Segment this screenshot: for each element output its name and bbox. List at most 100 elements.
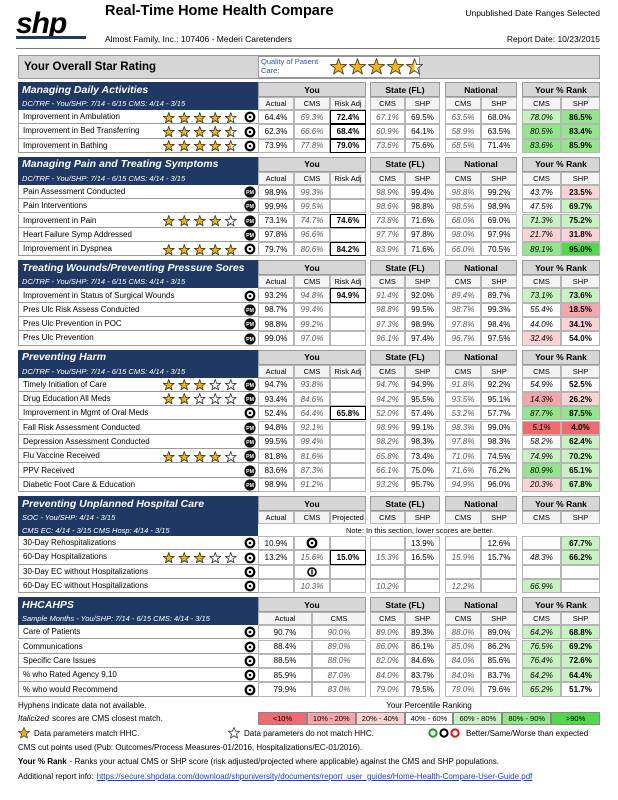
value-cell: 75.2% <box>561 213 600 228</box>
value-cell: 66.6% <box>294 124 330 139</box>
group-header: State (FL) <box>370 82 440 97</box>
value-cell: 89.3% <box>405 625 440 640</box>
pm-badge: PM <box>246 204 254 210</box>
value-cell: 65.8% <box>370 449 405 464</box>
value-cell <box>330 199 366 214</box>
outcome-icon <box>244 243 256 255</box>
italic-rest: scores are CMS closest match. <box>52 714 163 723</box>
value-cell: 69.0% <box>481 213 517 228</box>
value-cell: 86.2% <box>481 639 517 654</box>
star-rating <box>163 450 237 462</box>
star-rating <box>163 243 237 255</box>
value-cell: 78.0% <box>522 110 561 125</box>
column-header: SHP <box>481 275 517 289</box>
pm-icon: PM <box>244 186 256 198</box>
column-header: CMS <box>522 364 561 378</box>
value-cell: 80.6% <box>294 242 330 257</box>
pm-icon: PM <box>244 393 256 405</box>
footer-hyphens: Hyphens indicate data not available. <box>18 701 147 710</box>
value-cell: 98.8% <box>370 302 405 317</box>
pm-icon: PM <box>244 229 256 241</box>
value-cell: 68.5% <box>445 138 481 153</box>
value-cell: 60.9% <box>370 124 405 139</box>
pm-badge: PM <box>246 190 254 196</box>
overall-title: Your Overall Star Rating <box>24 61 157 73</box>
value-cell: 93.4% <box>258 391 294 407</box>
value-cell: 64.2% <box>522 668 561 683</box>
section-title: HHCAHPS <box>18 597 258 613</box>
value-cell: 65.1% <box>561 463 600 478</box>
value-cell: 79.5% <box>405 682 440 697</box>
column-header: CMS <box>294 275 330 289</box>
value-cell: 86.0% <box>370 639 405 654</box>
group-header: National <box>445 156 517 172</box>
section-subtitle: SOC - You/SHP: 4/14 - 3/15 <box>18 511 258 524</box>
value-cell: 89.4% <box>445 288 481 303</box>
legend-swatch: 10% - 20% <box>306 712 356 725</box>
value-cell: 97.7% <box>370 227 405 243</box>
section-subtitle: DC/TRF - You/SHP: 7/14 - 6/15 CMS: 4/14 … <box>18 275 258 289</box>
value-cell: 79.0% <box>370 682 405 697</box>
footer-info: Additional report info: https://secure.sh… <box>18 770 600 782</box>
value-cell: 53.2% <box>445 406 481 421</box>
value-cell: 83.6% <box>522 138 561 153</box>
info-link[interactable]: https://secure.shpdata.com/download/shpu… <box>96 771 533 781</box>
value-cell <box>330 227 366 243</box>
value-cell: 98.6% <box>370 199 405 214</box>
outcome-icon <box>244 552 256 563</box>
value-cell: 58.2% <box>522 434 561 450</box>
value-cell: 99.5% <box>258 434 294 450</box>
value-cell <box>330 564 366 579</box>
pm-badge: PM <box>246 322 254 328</box>
value-cell: 64.4% <box>561 668 600 683</box>
group-header: National <box>445 349 517 365</box>
value-cell: 84.2% <box>330 242 366 257</box>
value-cell: 68.8% <box>561 625 600 640</box>
value-cell: 83.6% <box>258 463 294 478</box>
value-cell: 77.8% <box>294 138 330 153</box>
column-header: SHP <box>481 171 517 185</box>
value-cell: 74.9% <box>522 449 561 464</box>
row-label: Specific Care Issues <box>18 653 258 669</box>
value-cell: 66.2% <box>561 550 600 565</box>
legend-swatch: 40% - 60% <box>404 712 454 725</box>
italic-word: Italicized <box>18 714 50 723</box>
value-cell: 10.2% <box>370 578 405 594</box>
value-cell <box>481 564 517 579</box>
value-cell <box>330 377 366 392</box>
value-cell: 85.9% <box>258 668 312 683</box>
pm-icon: PM <box>244 215 256 227</box>
value-cell: 73.1% <box>258 213 294 228</box>
value-cell: 88.0% <box>445 625 481 640</box>
value-cell <box>330 463 366 478</box>
value-cell: 73.6% <box>370 138 405 153</box>
value-cell: 71.3% <box>522 213 561 228</box>
value-cell <box>330 420 366 435</box>
column-header: CMS <box>294 511 330 524</box>
percentile-title: Your Percentile Ranking <box>386 701 472 710</box>
row-label: Fall Risk Assessment Conducted <box>18 420 258 435</box>
row-label: % who Rated Agency 9,10 <box>18 668 258 683</box>
value-cell: 99.1% <box>405 420 440 435</box>
group-header: National <box>445 260 517 276</box>
pm-badge: PM <box>246 233 254 239</box>
value-cell: 74.6% <box>330 213 366 228</box>
value-cell <box>561 578 600 594</box>
value-cell: 54.9% <box>522 377 561 392</box>
outcome-icon <box>244 566 256 578</box>
value-cell <box>258 578 294 594</box>
value-cell: 47.5% <box>522 199 561 214</box>
value-cell: 88.4% <box>258 639 312 654</box>
group-header: State (FL) <box>370 349 440 365</box>
value-cell: 31.8% <box>561 227 600 243</box>
row-label: Pres Ulc Prevention <box>18 331 258 346</box>
pm-icon: PM <box>244 464 256 477</box>
row-label: Heart Failure Symp Addressed <box>18 227 258 243</box>
value-cell: 96.6% <box>294 227 330 243</box>
pm-icon: PM <box>244 450 256 462</box>
value-cell: 52.0% <box>370 406 405 421</box>
value-cell: 69.3% <box>294 110 330 125</box>
value-cell: 98.3% <box>445 420 481 435</box>
group-header: You <box>258 496 366 511</box>
value-cell: 67.1% <box>370 110 405 125</box>
